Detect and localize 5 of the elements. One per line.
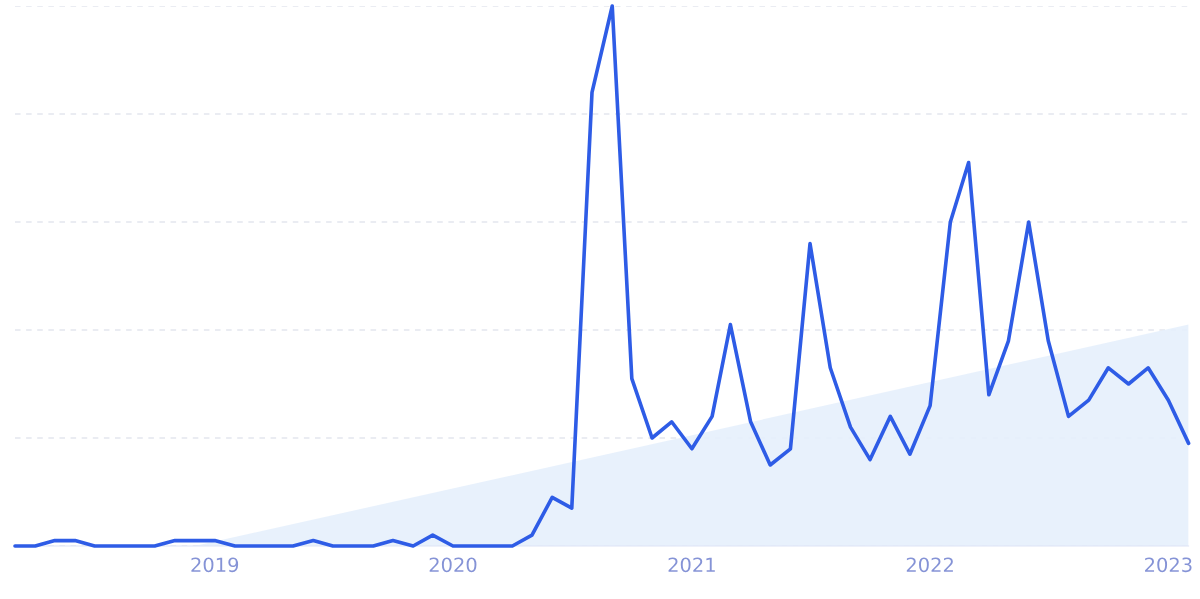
x-tick-label: 2022: [906, 557, 953, 573]
x-tick-label: 2019: [191, 557, 239, 573]
x-tick-label: 2020: [429, 557, 477, 573]
x-tick-label: 2023: [1145, 557, 1192, 573]
x-tick-label: 2021: [668, 557, 715, 573]
